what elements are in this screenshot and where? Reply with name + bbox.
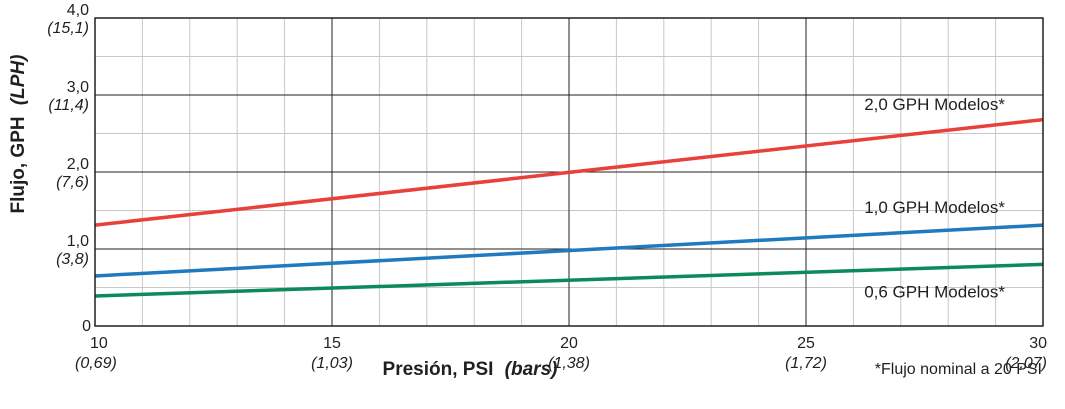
plot-frame <box>94 17 1044 327</box>
x-tick-label: 20 <box>560 335 578 352</box>
y-tick-sublabel: (15,1) <box>47 20 89 37</box>
series-label-2: 0,6 GPH Modelos* <box>864 283 1005 302</box>
x-axis-title-text: Presión, PSI <box>383 359 494 380</box>
series-labels: 2,0 GPH Modelos* 1,0 GPH Modelos* 0,6 GPH … <box>864 95 1005 302</box>
y-tick-labels: 0 1,0(3,8) 2,0(7,6) 3,0(11,4) 4,0(15,1) <box>47 2 91 335</box>
y-axis-title: Flujo, GPH (LPH) <box>8 54 29 213</box>
y-tick-label: 2,0 <box>67 156 89 173</box>
x-tick-sublabel: (1,38) <box>548 355 590 372</box>
y-tick-label: 1,0 <box>67 233 89 250</box>
series-line-1 <box>94 223 1044 278</box>
y-tick-sublabel: (7,6) <box>56 174 89 191</box>
y-tick-sublabel: (3,8) <box>56 251 89 268</box>
y-tick-label: 3,0 <box>67 79 89 96</box>
x-tick-label: 10 <box>90 335 108 352</box>
x-axis-title-unit: (bars) <box>505 359 558 380</box>
y-axis-title-unit: (LPH) <box>8 54 29 105</box>
x-tick-sublabel: (1,03) <box>311 355 353 372</box>
footnote: *Flujo nominal a 20 PSI <box>875 361 1042 378</box>
x-tick-labels: 10 (0,69) 15 (1,03) 20 (1,38) 25 (1,72) 30 (2,07) <box>75 335 1047 372</box>
y-tick-label: 0 <box>82 318 91 335</box>
y-axis-title-text: Flujo, GPH <box>8 116 29 213</box>
x-tick-label: 25 <box>797 335 815 352</box>
y-tick-sublabel: (11,4) <box>48 97 89 114</box>
y-tick-label: 4,0 <box>67 2 89 19</box>
series-line-2 <box>94 262 1044 298</box>
series-label-1: 1,0 GPH Modelos* <box>864 198 1005 217</box>
series-line-0 <box>94 117 1044 227</box>
x-axis-title: Presión, PSI (bars) <box>383 359 558 380</box>
x-tick-label: 15 <box>323 335 341 352</box>
series-label-0: 2,0 GPH Modelos* <box>864 95 1005 114</box>
x-tick-label: 30 <box>1029 335 1047 352</box>
series-lines <box>94 117 1044 298</box>
x-tick-sublabel: (1,72) <box>785 355 827 372</box>
x-tick-sublabel: (2,07) <box>1005 355 1047 372</box>
x-tick-sublabel: (0,69) <box>75 355 117 372</box>
